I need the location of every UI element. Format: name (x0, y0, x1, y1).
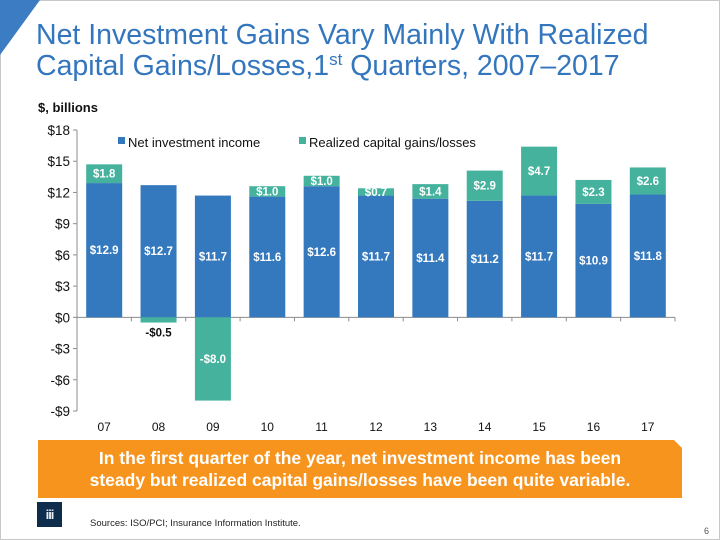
data-label-net-investment-income: $11.6 (253, 252, 281, 264)
data-label-realized-losses: -$8.0 (200, 354, 226, 366)
legend-label-net-investment-income: Net investment income (128, 135, 260, 150)
sources-note: Sources: ISO/PCI; Insurance Information … (90, 518, 301, 529)
x-category-label: 13 (424, 420, 438, 434)
x-category-label: 09 (206, 420, 220, 434)
bar-realized-gains (466, 170, 503, 201)
x-category-label: 11 (315, 420, 328, 434)
iii-logo: iii (37, 502, 62, 527)
bar-realized-gains (412, 184, 449, 199)
bar-realized-gains (629, 167, 666, 195)
x-category-label: 08 (152, 420, 166, 434)
data-label-net-investment-income: $11.4 (416, 253, 445, 265)
x-category-label: 17 (641, 420, 655, 434)
y-tick-label: $15 (47, 154, 70, 169)
y-tick-label: -$6 (50, 373, 70, 388)
data-label-realized-gains: $0.7 (365, 187, 387, 199)
data-label-realized-gains: $2.9 (474, 181, 496, 193)
bar-realized-gains (249, 186, 286, 197)
data-label-net-investment-income: $11.7 (362, 251, 390, 263)
legend-swatch-realized-gains (299, 137, 306, 144)
data-label-realized-gains: $2.3 (582, 187, 604, 199)
y-tick-label: -$3 (50, 342, 70, 357)
bar-net-investment-income (303, 186, 340, 318)
x-category-label: 14 (478, 420, 492, 434)
y-tick-label: $12 (47, 185, 70, 200)
slide-title: Net Investment Gains Vary Mainly With Re… (36, 20, 696, 82)
bar-net-investment-income (249, 196, 286, 318)
y-tick-label: $6 (55, 248, 70, 263)
y-tick-label: $3 (55, 279, 70, 294)
legend-label-realized-gains: Realized capital gains/losses (309, 135, 476, 150)
y-tick-label: -$9 (50, 404, 70, 419)
data-label-net-investment-income: $12.7 (144, 246, 173, 258)
bar-net-investment-income (86, 183, 123, 318)
bar-net-investment-income (629, 194, 666, 318)
callout-line-2: steady but realized capital gains/losses… (89, 470, 631, 490)
x-category-label: 07 (98, 420, 112, 434)
data-label-realized-losses: -$0.5 (145, 328, 172, 340)
legend-swatch-net-investment-income (118, 137, 125, 144)
data-label-net-investment-income: $12.6 (307, 247, 336, 259)
title-line-2-pre: Capital Gains/Losses,1 (36, 50, 330, 82)
bar-realized-losses (194, 317, 231, 401)
data-labels: $12.9 $1.8 $12.7 -$0.5 $11.7 -$8.0 $11.6 $1.0 $1… (90, 166, 663, 366)
data-label-net-investment-income: $10.9 (579, 256, 608, 268)
data-label-realized-gains: $4.7 (528, 166, 550, 178)
corner-accent (0, 0, 40, 55)
data-label-net-investment-income: $11.2 (471, 254, 499, 266)
bar-realized-gains (358, 188, 394, 196)
legend: Net investment income Realized capital g… (118, 135, 476, 150)
y-tick-label: $18 (47, 123, 70, 138)
bar-realized-losses (140, 317, 177, 323)
x-category-label: 12 (369, 420, 383, 434)
bar-realized-gains (575, 179, 612, 204)
data-label-realized-gains: $1.0 (310, 176, 332, 188)
y-tick-label: $9 (55, 217, 70, 232)
bar-net-investment-income (521, 195, 558, 318)
bar-net-investment-income (358, 195, 394, 318)
logo-text: iii (45, 507, 55, 522)
data-label-net-investment-income: $11.7 (525, 251, 553, 263)
bar-net-investment-income (140, 185, 177, 318)
title-superscript: st (329, 50, 343, 69)
bar-realized-gains (86, 164, 123, 184)
title-line-2-post: Quarters, 2007–2017 (342, 50, 620, 82)
data-label-net-investment-income: $11.8 (634, 251, 663, 263)
callout-box: In the first quarter of the year, net in… (38, 440, 682, 498)
data-label-realized-gains: $1.8 (93, 169, 116, 181)
x-category-label: 16 (587, 420, 601, 434)
bar-realized-gains (303, 175, 340, 187)
page-number: 6 (704, 526, 710, 536)
bars (86, 146, 666, 401)
data-label-net-investment-income: $11.7 (199, 251, 227, 263)
callout-line-1: In the first quarter of the year, net in… (98, 448, 622, 468)
bar-net-investment-income (466, 200, 503, 318)
x-category-label: 10 (261, 420, 275, 434)
title-line-1: Net Investment Gains Vary Mainly With Re… (36, 19, 649, 51)
bar-net-investment-income (412, 198, 449, 318)
data-label-realized-gains: $2.6 (637, 176, 659, 188)
title-line-2: Capital Gains/Losses,1st Quarters, 2007–… (36, 51, 696, 82)
data-label-realized-gains: $1.4 (419, 186, 442, 198)
stacked-bar-chart: $18 $15 $12 $9 $6 $3 $0 -$3 -$6 -$9 07 08 09 10 11 12 13… (47, 123, 676, 434)
data-label-realized-gains: $1.0 (256, 186, 278, 198)
units-label: $, billions (38, 100, 98, 115)
data-label-net-investment-income: $12.9 (90, 245, 119, 257)
bar-realized-gains (521, 146, 558, 196)
bar-net-investment-income (194, 195, 231, 318)
bar-net-investment-income (575, 203, 612, 318)
x-category-label: 15 (532, 420, 546, 434)
y-tick-label: $0 (55, 310, 70, 325)
